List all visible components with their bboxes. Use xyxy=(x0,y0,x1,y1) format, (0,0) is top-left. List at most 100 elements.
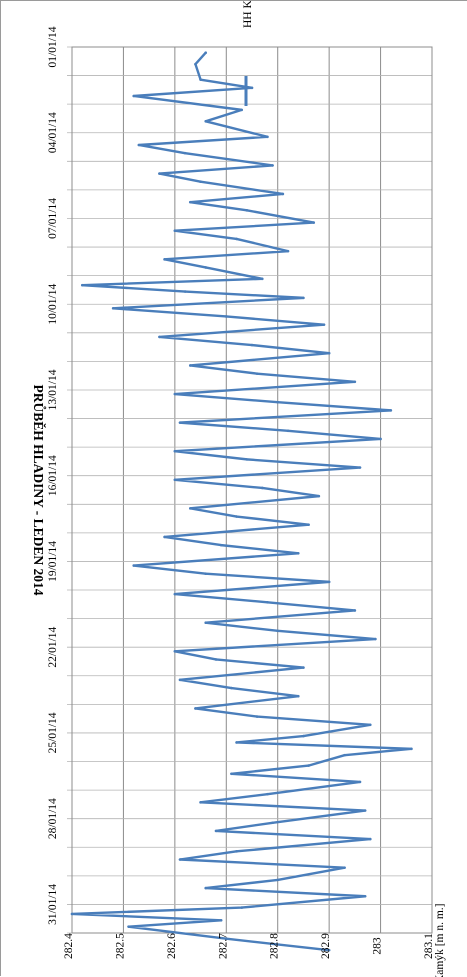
data-point xyxy=(240,108,244,112)
data-point xyxy=(230,772,233,776)
data-point xyxy=(178,678,182,682)
data-point xyxy=(276,878,280,882)
data-point xyxy=(286,249,290,253)
data-point xyxy=(230,686,233,690)
data-point xyxy=(204,621,208,624)
data-point xyxy=(173,392,177,396)
x-tick-label: 13/01/14 xyxy=(47,369,59,410)
y-tick-labels: 282.4 282.5 282.6 282.7 282.8 282.9 283 283.1 xyxy=(63,933,435,959)
data-point xyxy=(353,380,357,384)
data-point xyxy=(327,580,331,584)
data-point xyxy=(158,335,161,339)
x-tick-label: 19/01/14 xyxy=(47,541,59,582)
data-point xyxy=(137,143,141,147)
data-point xyxy=(379,437,382,441)
x-tick-label: 10/01/14 xyxy=(47,284,59,325)
legend: HH Kamýk xyxy=(242,1,254,106)
data-point xyxy=(266,600,269,604)
data-point xyxy=(245,209,249,212)
data-point xyxy=(183,151,187,155)
y-tick-label: 282.5 xyxy=(114,933,126,959)
x-tick-label: 22/01/14 xyxy=(47,626,59,667)
data-point xyxy=(235,237,238,241)
data-point xyxy=(173,592,177,596)
data-point xyxy=(173,478,177,482)
data-point xyxy=(260,277,264,281)
y-tick-label: 282.6 xyxy=(166,933,178,959)
data-point xyxy=(163,258,166,261)
data-point xyxy=(158,172,161,175)
data-point xyxy=(327,948,331,952)
y-tick-label: 282.7 xyxy=(217,933,229,959)
data-point xyxy=(286,429,290,433)
data-point xyxy=(302,734,305,738)
y-tick-label: 283.1 xyxy=(423,933,435,959)
data-point xyxy=(127,925,130,928)
data-point xyxy=(302,666,305,669)
series-line xyxy=(70,51,413,952)
data-point xyxy=(70,912,74,916)
y-tick-label: 282.4 xyxy=(63,933,75,959)
legend-label: HH Kamýk xyxy=(242,1,254,28)
x-tick-label: 31/01/14 xyxy=(47,884,59,925)
data-point xyxy=(132,94,136,98)
data-point xyxy=(374,637,377,641)
data-point xyxy=(266,135,269,139)
data-point xyxy=(173,449,177,453)
data-point xyxy=(343,866,346,869)
data-point xyxy=(266,792,269,796)
data-point xyxy=(353,609,357,612)
data-point xyxy=(178,858,182,861)
data-point xyxy=(358,780,362,784)
x-tick-label: 04/01/14 xyxy=(47,112,59,153)
data-point xyxy=(199,801,202,804)
data-point xyxy=(368,723,372,727)
data-point xyxy=(271,821,274,825)
data-point xyxy=(163,535,166,539)
plot-area-border xyxy=(71,46,433,934)
data-point xyxy=(224,315,228,318)
data-point xyxy=(245,458,249,461)
data-point xyxy=(358,466,362,469)
data-point xyxy=(255,715,259,718)
data-point xyxy=(204,886,208,890)
data-point xyxy=(276,400,280,404)
data-point xyxy=(132,564,136,567)
data-point xyxy=(199,78,202,81)
data-point xyxy=(235,850,238,853)
data-point xyxy=(260,486,264,490)
data-point xyxy=(224,937,228,941)
data-point xyxy=(312,221,316,224)
data-point xyxy=(307,764,310,767)
data-point xyxy=(204,572,208,576)
data-point xyxy=(240,906,244,909)
y-tick-label: 283 xyxy=(372,937,384,955)
data-point xyxy=(235,515,238,518)
data-point xyxy=(235,741,238,744)
data-point xyxy=(173,229,177,233)
data-point xyxy=(199,180,202,184)
data-point xyxy=(343,753,346,757)
x-tick-label: 28/01/14 xyxy=(47,798,59,839)
y-tick-label: 282.8 xyxy=(269,933,281,959)
data-point xyxy=(214,658,218,661)
chart-title: PRŮBĚH HLADINY - LEDEN 2014 xyxy=(31,384,46,595)
y-axis-title: HH Kamýk [m n. m.] xyxy=(434,903,446,977)
data-point xyxy=(219,918,223,922)
data-point xyxy=(219,543,223,547)
data-point xyxy=(322,323,326,326)
data-point xyxy=(173,649,177,653)
data-point xyxy=(194,707,197,710)
data-point xyxy=(194,62,197,66)
x-tick-label: 25/01/14 xyxy=(47,712,59,753)
data-point xyxy=(80,283,84,287)
data-point xyxy=(363,894,367,898)
data-point xyxy=(250,343,254,347)
data-point xyxy=(255,372,259,375)
y-tick-label: 282.9 xyxy=(320,933,332,959)
data-point xyxy=(271,164,274,167)
data-point xyxy=(368,837,372,841)
data-point xyxy=(111,307,115,310)
